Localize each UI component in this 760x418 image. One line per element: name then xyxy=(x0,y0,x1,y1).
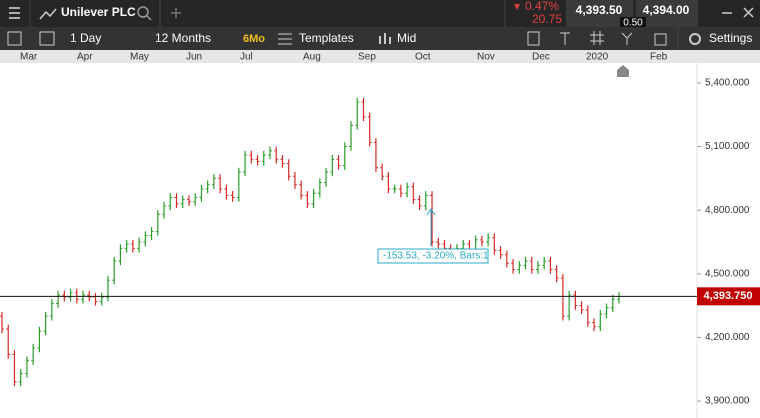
templates[interactable]: Templates xyxy=(299,31,354,45)
x-tick-label: Apr xyxy=(77,52,93,63)
x-tick-label: May xyxy=(130,52,149,63)
x-tick-label: Mar xyxy=(20,52,38,63)
close-button[interactable] xyxy=(743,7,754,18)
time-axis xyxy=(0,50,760,63)
x-tick-label: Aug xyxy=(303,52,321,63)
change-pct: 0.47% xyxy=(525,0,559,13)
x-tick-label: Nov xyxy=(477,52,495,63)
y-tick-label: 3,900.000 xyxy=(705,396,750,407)
x-tick-label: Jul xyxy=(240,52,253,63)
current-price-label: 4,393.750 xyxy=(704,290,753,302)
spread-box xyxy=(620,17,646,29)
preset[interactable]: 6Mo xyxy=(243,33,265,45)
tool-icons[interactable] xyxy=(527,31,667,46)
range[interactable]: 12 Months xyxy=(155,31,211,45)
menu-icon[interactable] xyxy=(9,7,20,19)
x-tick-label: Feb xyxy=(650,52,668,63)
down-arrow xyxy=(514,4,520,10)
settings[interactable]: Settings xyxy=(709,31,752,45)
templates-icon xyxy=(278,33,292,45)
interval[interactable]: 1 Day xyxy=(70,31,101,45)
y-tick-label: 5,400.000 xyxy=(705,78,750,89)
scroll-marker[interactable] xyxy=(617,65,629,77)
layout-icon[interactable] xyxy=(7,31,22,46)
price-type[interactable]: Mid xyxy=(397,31,416,45)
annotation-box xyxy=(377,248,489,264)
annotation: -153.53, -3.20%, Bars:1 xyxy=(383,251,489,262)
price-type-icon xyxy=(379,33,391,44)
y-tick-label: 4,800.000 xyxy=(705,205,750,216)
panel-icon[interactable] xyxy=(39,31,55,46)
settings-icon[interactable] xyxy=(689,33,701,45)
x-tick-label: Dec xyxy=(532,52,550,63)
x-tick-label: Sep xyxy=(358,52,376,63)
search-icon[interactable] xyxy=(137,6,152,21)
current-price-box xyxy=(697,287,760,306)
y-tick-label: 4,500.000 xyxy=(705,268,750,279)
spread: 0.50 xyxy=(623,18,643,29)
buy-price[interactable]: 4,394.00 xyxy=(643,3,690,17)
x-tick-label: Jun xyxy=(186,52,202,63)
add-tab[interactable] xyxy=(171,8,181,18)
buy-box[interactable] xyxy=(636,0,698,27)
instrument[interactable]: Unilever PLC xyxy=(61,5,136,19)
y-tick-label: 5,100.000 xyxy=(705,141,750,152)
chart-icon xyxy=(39,8,57,20)
x-tick-label: 2020 xyxy=(586,52,609,63)
sell-price[interactable]: 4,393.50 xyxy=(576,3,623,17)
y-tick-label: 4,200.000 xyxy=(705,332,750,343)
x-tick-label: Oct xyxy=(415,52,431,63)
measure-arrowhead xyxy=(426,208,436,216)
change-abs: 20.75 xyxy=(532,12,562,26)
